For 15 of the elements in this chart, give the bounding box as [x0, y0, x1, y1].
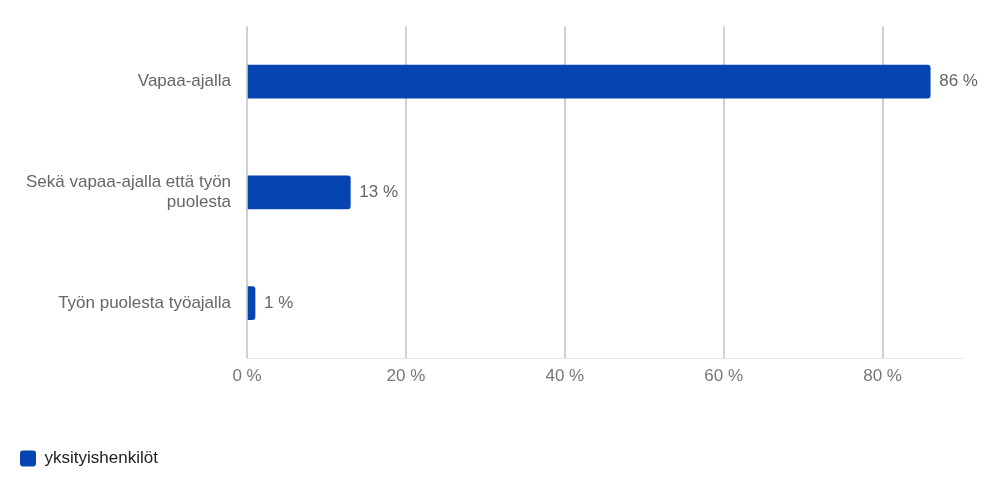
y-tick-label: Sekä vapaa-ajalla että työn puolesta — [25, 171, 232, 212]
x-tick-label: 0 % — [232, 366, 262, 386]
bar — [247, 64, 931, 99]
bar — [247, 286, 256, 321]
x-tick-label: 80 % — [863, 366, 902, 386]
x-tick-label: 40 % — [545, 366, 585, 386]
legend-label: yksityishenkilöt — [44, 448, 159, 468]
x-tick-label: 20 % — [386, 366, 426, 386]
data-label: 86 % — [939, 71, 978, 91]
y-tick-label: Työn puolesta työajalla — [58, 292, 232, 312]
bar — [247, 175, 351, 210]
data-label: 1 % — [264, 292, 294, 312]
x-tick-label: 60 % — [704, 366, 744, 386]
y-tick-label: Vapaa-ajalla — [137, 71, 232, 91]
data-label: 13 % — [359, 182, 399, 202]
